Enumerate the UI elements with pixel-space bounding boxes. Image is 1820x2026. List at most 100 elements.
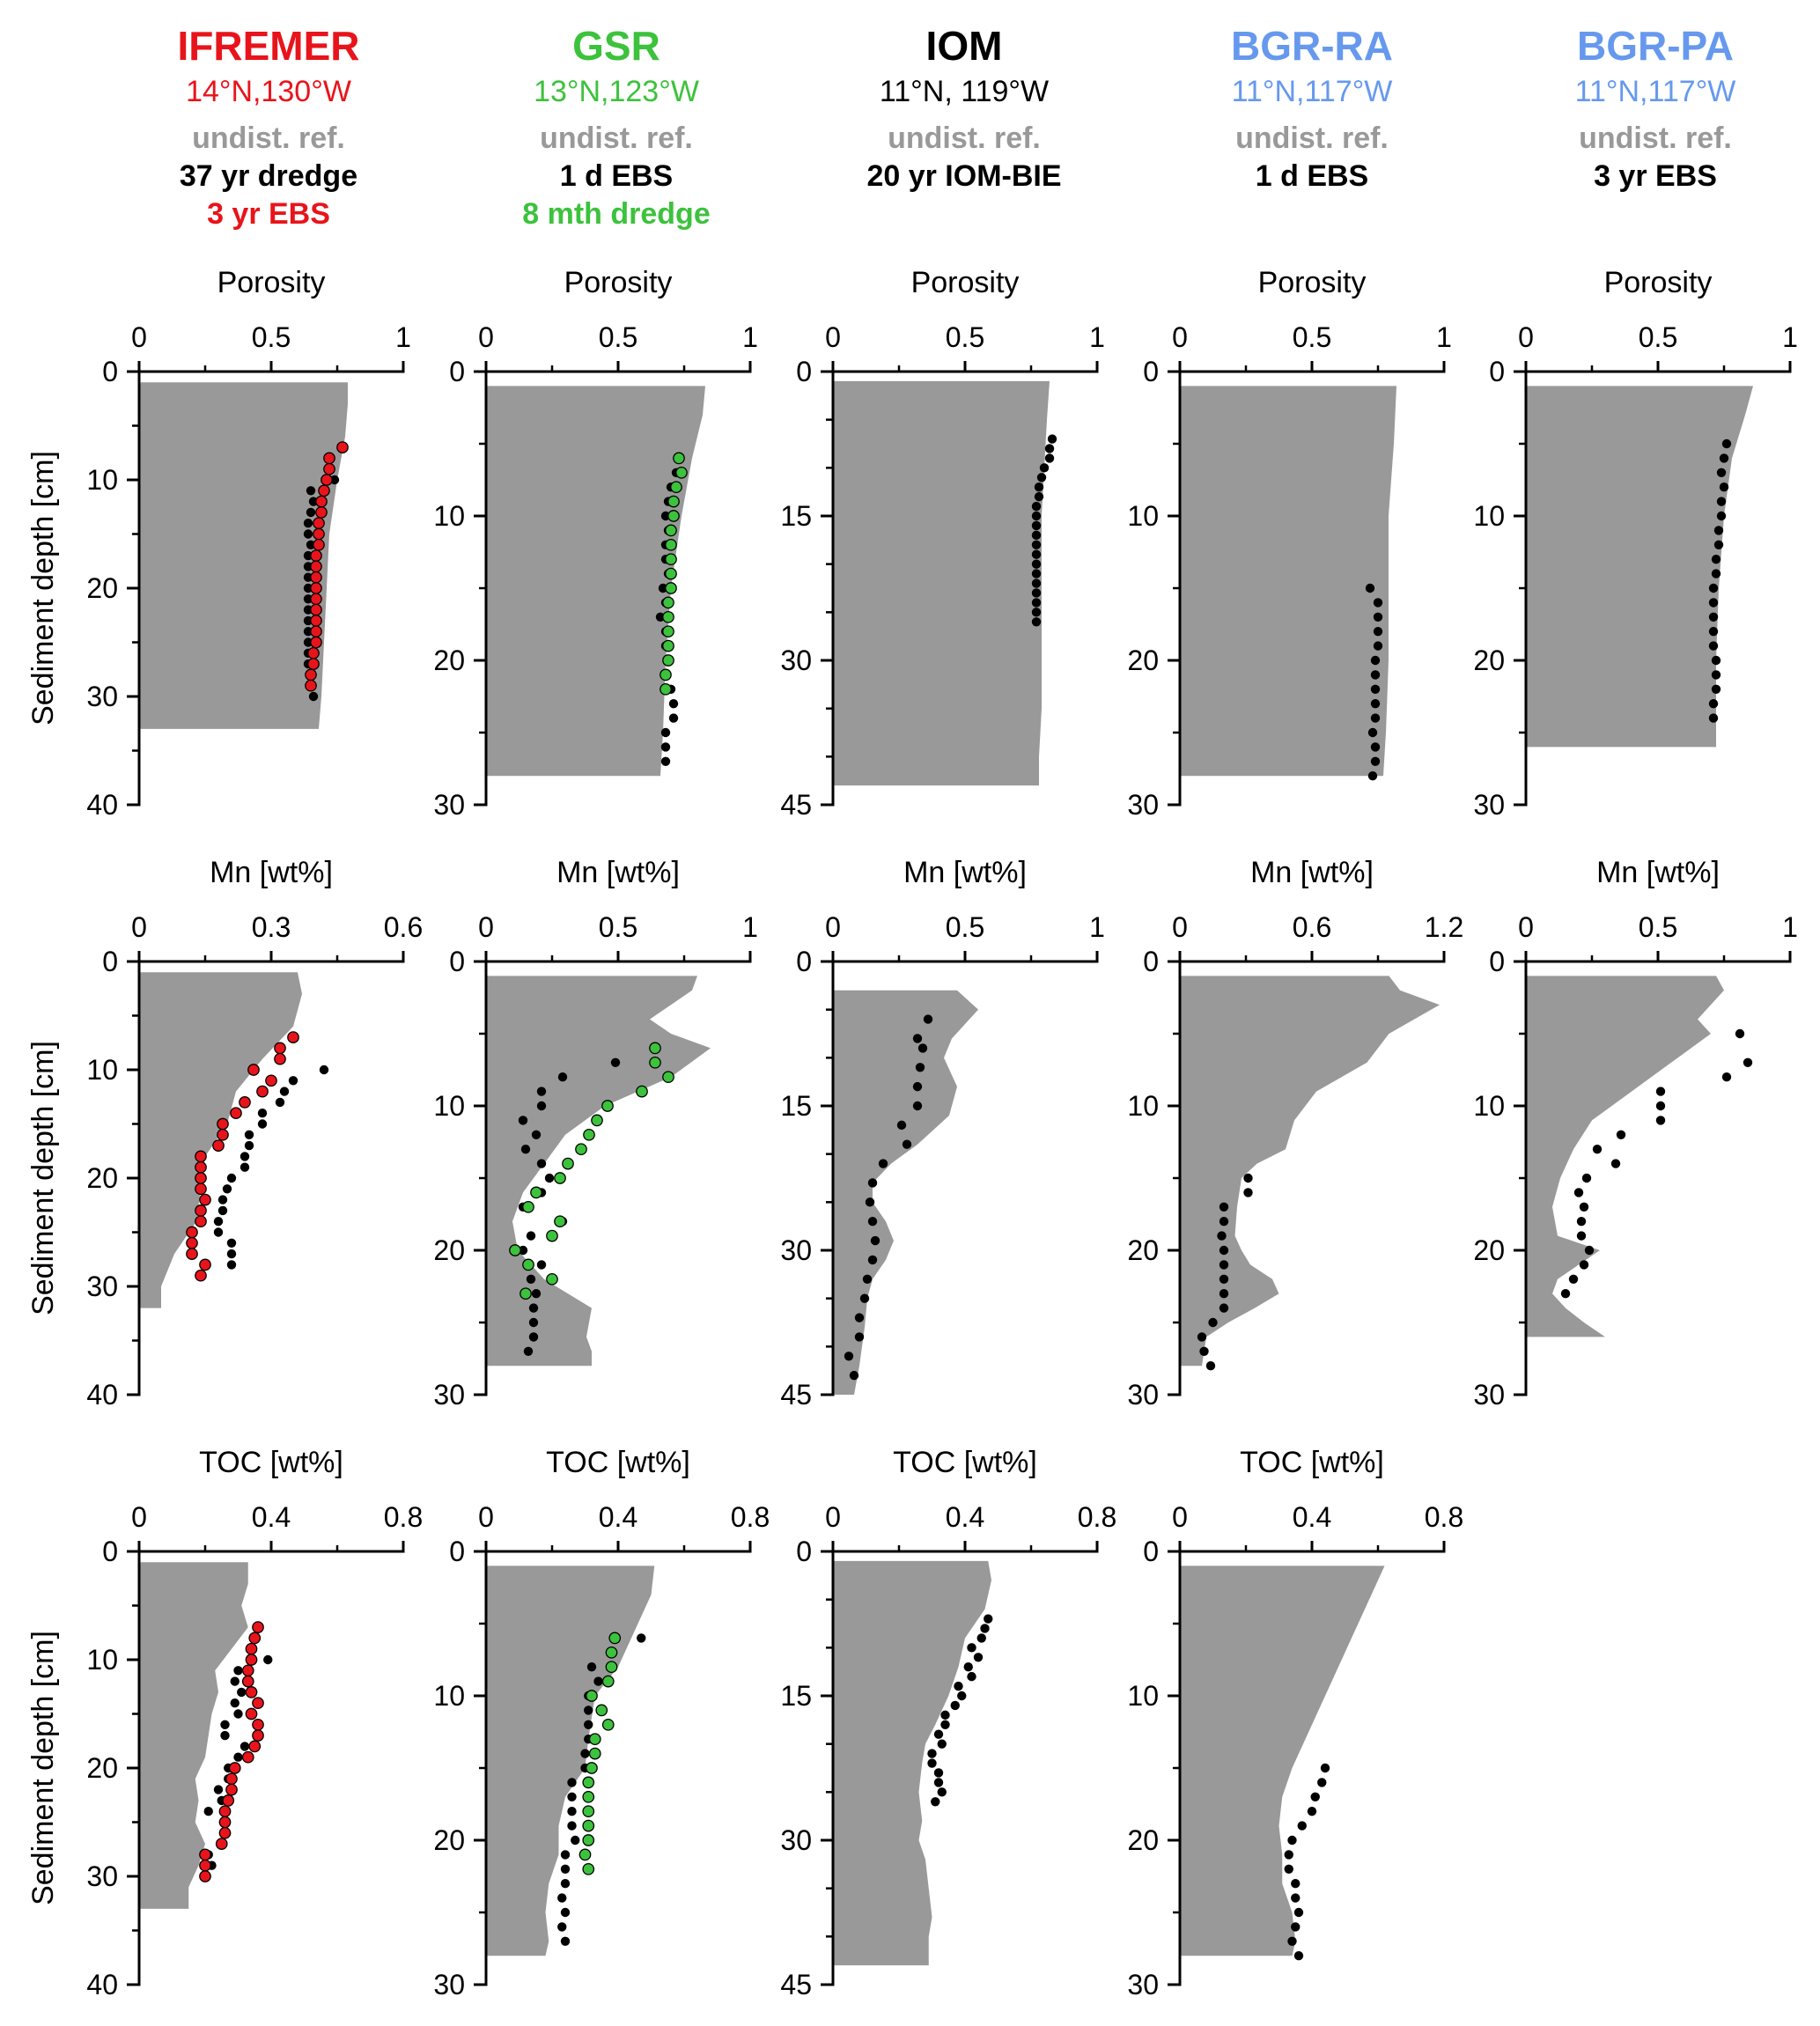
y-tick-label: 0: [1143, 1536, 1159, 1567]
y-tick-label: 10: [1127, 1090, 1159, 1122]
legend-entry: undist. ref.: [540, 122, 693, 155]
data-point: [252, 1697, 264, 1710]
y-tick-label: 45: [780, 1969, 812, 2000]
data-point: [557, 1893, 567, 1903]
data-point: [1719, 483, 1729, 492]
data-point: [225, 1783, 238, 1796]
data-point: [591, 1114, 603, 1127]
data-point: [586, 1662, 597, 1672]
x-tick-label: 0: [825, 911, 841, 943]
x-tick-label: 0.4: [946, 1501, 984, 1533]
y-tick-label: 20: [86, 1162, 118, 1194]
data-point: [862, 1274, 873, 1285]
data-point: [522, 1258, 534, 1271]
series-3-yr-ebs: [1708, 438, 1732, 723]
x-tick-label: 0.5: [1293, 321, 1331, 353]
data-point: [245, 1707, 258, 1720]
x-tick-label: 0: [131, 1501, 147, 1533]
data-point: [605, 1646, 618, 1659]
reference-area: [1180, 1566, 1385, 1956]
y-tick-label: 20: [1127, 645, 1159, 676]
data-point: [1708, 641, 1719, 651]
x-tick-label: 1: [395, 321, 411, 353]
data-point: [659, 682, 672, 696]
legend-entry: 37 yr dredge: [180, 159, 357, 193]
data-point: [1293, 1907, 1304, 1918]
series-1-d-ebs: [557, 1633, 646, 1946]
data-point: [1031, 501, 1042, 512]
data-point: [220, 1720, 230, 1730]
chart-panel-iom-porosity: 0 0.5 1 0 15 30 45 Porosity: [780, 266, 1104, 821]
data-point: [244, 1130, 254, 1140]
data-point: [867, 1217, 878, 1227]
data-point: [1716, 497, 1727, 506]
data-point: [1219, 1245, 1229, 1256]
data-point: [912, 1034, 923, 1043]
chart-panel-ifremer-toc: 0 0.4 0.8 0 10 20 30 40 TOC [wt%] Sediment depth …: [26, 1446, 423, 2000]
panel-title: TOC [wt%]: [199, 1446, 343, 1479]
y-tick-label: 0: [1489, 946, 1505, 977]
panel-title: TOC [wt%]: [546, 1446, 690, 1479]
data-point: [578, 1848, 592, 1861]
data-point: [203, 1807, 213, 1816]
data-point: [531, 1289, 542, 1299]
legend-entry: 1 d EBS: [560, 159, 673, 193]
data-point: [560, 1907, 571, 1918]
y-tick-label: 30: [433, 1969, 465, 2000]
data-point: [195, 1215, 207, 1228]
data-point: [310, 593, 322, 606]
y-tick-label: 10: [1127, 500, 1159, 532]
data-point: [303, 594, 313, 604]
x-tick-label: 1: [742, 911, 758, 943]
x-tick-label: 0: [825, 1501, 841, 1533]
series-37-yr-dredge: [213, 1065, 329, 1270]
y-tick-label: 15: [780, 1680, 812, 1712]
legend-entry: 8 mth dredge: [522, 197, 710, 231]
data-point: [195, 1150, 207, 1163]
series-8-mth-dredge: [578, 1632, 622, 1875]
data-point: [265, 1074, 277, 1087]
data-point: [582, 1776, 595, 1789]
data-point: [662, 639, 674, 652]
data-point: [915, 1063, 925, 1072]
data-point: [195, 1160, 207, 1174]
data-point: [288, 1076, 298, 1086]
series-3-yr-ebs: [305, 441, 349, 692]
data-point: [310, 636, 322, 649]
reference-area: [833, 380, 1050, 786]
x-tick-label: 0: [1172, 911, 1188, 943]
data-point: [567, 1792, 577, 1802]
y-tick-label: 20: [433, 1234, 465, 1266]
data-point: [186, 1236, 198, 1249]
x-tick-label: 0.6: [384, 911, 423, 943]
y-tick-label: 45: [780, 1379, 812, 1411]
site-name: BGR-RA: [1231, 23, 1393, 69]
data-point: [1711, 555, 1721, 564]
data-point: [308, 691, 319, 702]
data-point: [1293, 1951, 1304, 1961]
data-point: [673, 452, 685, 465]
data-point: [303, 637, 313, 647]
data-point: [1721, 438, 1732, 449]
data-point: [557, 1072, 568, 1082]
data-point: [1297, 1821, 1307, 1831]
data-point: [303, 572, 313, 582]
data-point: [917, 1043, 928, 1053]
data-point: [518, 1116, 528, 1125]
reference-area: [486, 976, 711, 1367]
data-point: [195, 1205, 207, 1217]
data-point: [245, 1686, 258, 1698]
y-tick-label: 45: [780, 789, 812, 821]
data-point: [257, 1109, 268, 1118]
data-point: [225, 1772, 238, 1786]
data-point: [318, 484, 330, 497]
data-point: [536, 1260, 547, 1270]
data-point: [1568, 1274, 1579, 1285]
data-point: [218, 1816, 232, 1829]
y-axis-label: Sediment depth [cm]: [26, 451, 60, 726]
data-point: [588, 1733, 601, 1746]
data-point: [937, 1739, 947, 1749]
data-point: [303, 615, 313, 626]
